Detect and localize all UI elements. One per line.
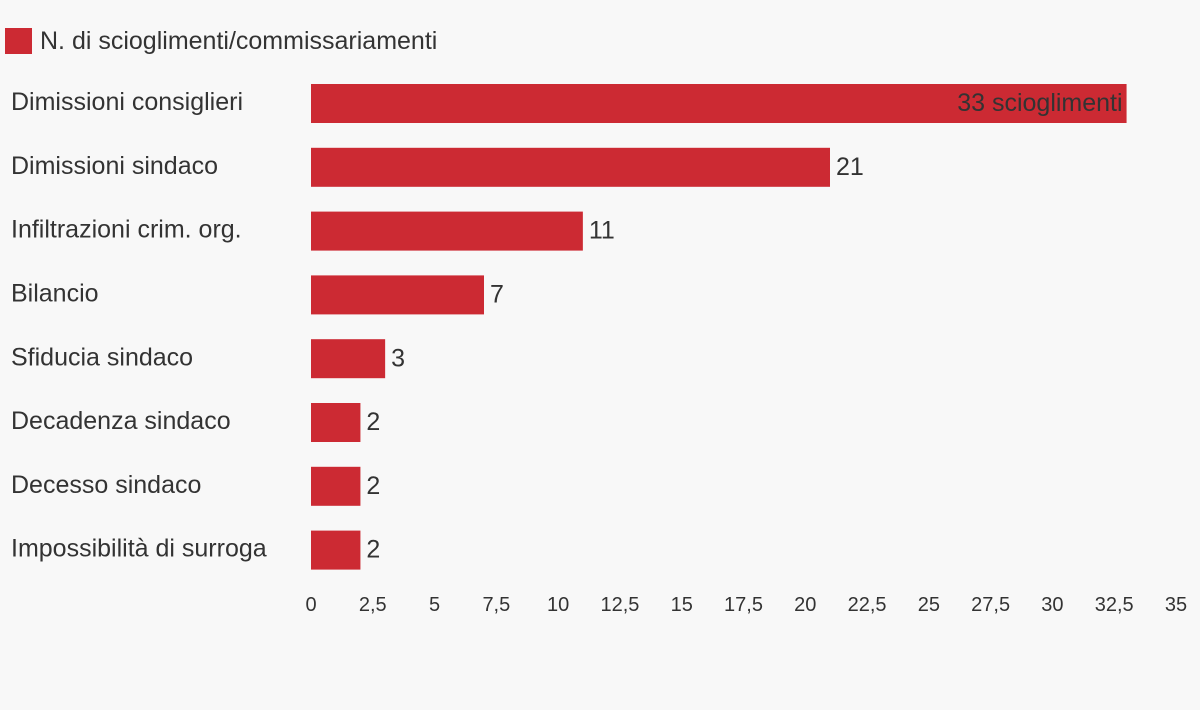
- category-label: Infiltrazioni crim. org.: [11, 216, 242, 244]
- legend: N. di scioglimenti/commissariamenti: [5, 27, 437, 55]
- x-tick-label: 10: [547, 594, 569, 616]
- x-tick-label: 22,5: [848, 594, 887, 616]
- value-label: 7: [490, 281, 504, 309]
- x-tick-label: 30: [1041, 594, 1063, 616]
- x-tick-label: 5: [429, 594, 440, 616]
- value-label: 2: [366, 408, 380, 436]
- bar: [311, 530, 361, 570]
- category-label: Dimissioni consiglieri: [11, 88, 243, 116]
- x-tick-label: 20: [794, 594, 816, 616]
- category-label: Bilancio: [11, 280, 99, 308]
- value-label: 3: [391, 344, 405, 372]
- legend-label: N. di scioglimenti/commissariamenti: [40, 26, 438, 55]
- bar: [311, 339, 386, 379]
- bar: [311, 466, 361, 506]
- x-tick-label: 32,5: [1095, 594, 1134, 616]
- category-label: Dimissioni sindaco: [11, 152, 218, 180]
- x-tick-label: 35: [1165, 594, 1187, 616]
- legend-swatch: [5, 28, 32, 54]
- x-tick-label: 2,5: [359, 594, 387, 616]
- value-label: 2: [366, 536, 380, 564]
- category-label: Sfiducia sindaco: [11, 343, 193, 371]
- x-tick-label: 27,5: [971, 594, 1010, 616]
- bar: [311, 403, 361, 442]
- x-tick-label: 12,5: [600, 594, 639, 616]
- x-tick-label: 15: [671, 594, 693, 616]
- value-label: 33 scioglimenti: [957, 89, 1122, 117]
- bar: [311, 275, 484, 315]
- x-tick-label: 17,5: [724, 594, 763, 616]
- category-label: Decadenza sindaco: [11, 407, 231, 435]
- bar: [311, 147, 830, 187]
- value-label: 21: [836, 153, 864, 181]
- value-label: 11: [589, 217, 615, 245]
- category-label: Decesso sindaco: [11, 471, 201, 499]
- x-tick-label: 7,5: [482, 594, 510, 616]
- category-label: Impossibilità di surroga: [11, 535, 267, 563]
- bar: [311, 84, 1127, 123]
- x-tick-label: 25: [918, 594, 940, 616]
- bar: [311, 211, 583, 251]
- x-tick-label: 0: [305, 594, 316, 616]
- value-label: 2: [366, 472, 380, 500]
